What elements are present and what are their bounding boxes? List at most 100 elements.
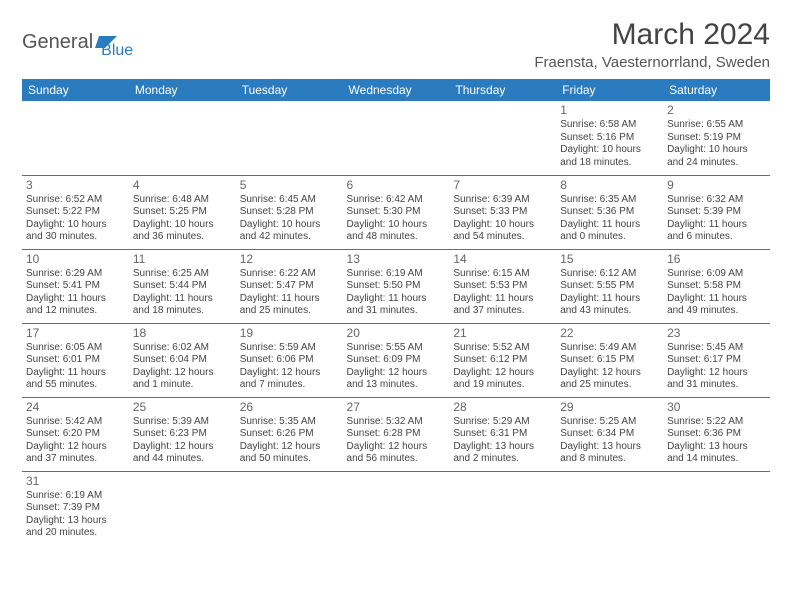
daylight-line: Daylight: 10 hours and 24 minutes. <box>667 144 766 169</box>
sunset-line: Sunset: 6:17 PM <box>667 354 766 367</box>
calendar-cell: 1Sunrise: 6:58 AMSunset: 5:16 PMDaylight… <box>556 101 663 175</box>
calendar-cell <box>236 471 343 545</box>
sunrise-line: Sunrise: 6:45 AM <box>240 194 339 207</box>
sunrise-line: Sunrise: 6:19 AM <box>26 490 125 503</box>
calendar-cell: 9Sunrise: 6:32 AMSunset: 5:39 PMDaylight… <box>663 175 770 249</box>
sunrise-line: Sunrise: 5:55 AM <box>347 342 446 355</box>
day-number: 10 <box>26 252 125 267</box>
calendar-cell: 7Sunrise: 6:39 AMSunset: 5:33 PMDaylight… <box>449 175 556 249</box>
calendar-row: 3Sunrise: 6:52 AMSunset: 5:22 PMDaylight… <box>22 175 770 249</box>
sunset-line: Sunset: 6:31 PM <box>453 428 552 441</box>
sunset-line: Sunset: 5:47 PM <box>240 280 339 293</box>
calendar-body: 1Sunrise: 6:58 AMSunset: 5:16 PMDaylight… <box>22 101 770 545</box>
sunset-line: Sunset: 6:23 PM <box>133 428 232 441</box>
sunset-line: Sunset: 5:53 PM <box>453 280 552 293</box>
daylight-line: Daylight: 12 hours and 13 minutes. <box>347 367 446 392</box>
calendar-cell: 23Sunrise: 5:45 AMSunset: 6:17 PMDayligh… <box>663 323 770 397</box>
sunset-line: Sunset: 6:20 PM <box>26 428 125 441</box>
day-number: 17 <box>26 326 125 341</box>
daylight-line: Daylight: 10 hours and 54 minutes. <box>453 219 552 244</box>
location-label: Fraensta, Vaesternorrland, Sweden <box>534 54 770 71</box>
day-number: 19 <box>240 326 339 341</box>
calendar-cell: 6Sunrise: 6:42 AMSunset: 5:30 PMDaylight… <box>343 175 450 249</box>
sunset-line: Sunset: 6:06 PM <box>240 354 339 367</box>
sunrise-line: Sunrise: 6:19 AM <box>347 268 446 281</box>
calendar-cell: 21Sunrise: 5:52 AMSunset: 6:12 PMDayligh… <box>449 323 556 397</box>
calendar-cell: 3Sunrise: 6:52 AMSunset: 5:22 PMDaylight… <box>22 175 129 249</box>
day-number: 20 <box>347 326 446 341</box>
sunset-line: Sunset: 5:55 PM <box>560 280 659 293</box>
sunrise-line: Sunrise: 5:25 AM <box>560 416 659 429</box>
day-number: 7 <box>453 178 552 193</box>
calendar-cell <box>343 101 450 175</box>
day-number: 26 <box>240 400 339 415</box>
daylight-line: Daylight: 10 hours and 30 minutes. <box>26 219 125 244</box>
sunrise-line: Sunrise: 6:29 AM <box>26 268 125 281</box>
calendar-cell: 20Sunrise: 5:55 AMSunset: 6:09 PMDayligh… <box>343 323 450 397</box>
sunrise-line: Sunrise: 5:22 AM <box>667 416 766 429</box>
calendar-cell <box>663 471 770 545</box>
sunset-line: Sunset: 6:28 PM <box>347 428 446 441</box>
daylight-line: Daylight: 11 hours and 12 minutes. <box>26 293 125 318</box>
sunrise-line: Sunrise: 6:02 AM <box>133 342 232 355</box>
title-block: March 2024 Fraensta, Vaesternorrland, Sw… <box>534 18 770 71</box>
sunset-line: Sunset: 5:19 PM <box>667 132 766 145</box>
calendar-cell: 13Sunrise: 6:19 AMSunset: 5:50 PMDayligh… <box>343 249 450 323</box>
sunrise-line: Sunrise: 6:05 AM <box>26 342 125 355</box>
sunset-line: Sunset: 5:22 PM <box>26 206 125 219</box>
calendar-cell: 16Sunrise: 6:09 AMSunset: 5:58 PMDayligh… <box>663 249 770 323</box>
sunrise-line: Sunrise: 5:49 AM <box>560 342 659 355</box>
sunset-line: Sunset: 5:39 PM <box>667 206 766 219</box>
day-number: 13 <box>347 252 446 267</box>
daylight-line: Daylight: 12 hours and 56 minutes. <box>347 441 446 466</box>
calendar-cell <box>343 471 450 545</box>
calendar-table: SundayMondayTuesdayWednesdayThursdayFrid… <box>22 79 770 545</box>
daylight-line: Daylight: 11 hours and 31 minutes. <box>347 293 446 318</box>
header: General Blue March 2024 Fraensta, Vaeste… <box>22 18 770 71</box>
weekday-header: Wednesday <box>343 79 450 101</box>
daylight-line: Daylight: 11 hours and 49 minutes. <box>667 293 766 318</box>
day-number: 11 <box>133 252 232 267</box>
day-number: 29 <box>560 400 659 415</box>
weekday-header: Tuesday <box>236 79 343 101</box>
daylight-line: Daylight: 11 hours and 6 minutes. <box>667 219 766 244</box>
calendar-cell: 14Sunrise: 6:15 AMSunset: 5:53 PMDayligh… <box>449 249 556 323</box>
logo-text-blue: Blue <box>101 42 133 60</box>
daylight-line: Daylight: 12 hours and 25 minutes. <box>560 367 659 392</box>
daylight-line: Daylight: 12 hours and 50 minutes. <box>240 441 339 466</box>
daylight-line: Daylight: 11 hours and 43 minutes. <box>560 293 659 318</box>
day-number: 22 <box>560 326 659 341</box>
calendar-cell: 15Sunrise: 6:12 AMSunset: 5:55 PMDayligh… <box>556 249 663 323</box>
calendar-cell <box>236 101 343 175</box>
sunset-line: Sunset: 6:15 PM <box>560 354 659 367</box>
sunrise-line: Sunrise: 5:52 AM <box>453 342 552 355</box>
weekday-header: Monday <box>129 79 236 101</box>
calendar-cell: 10Sunrise: 6:29 AMSunset: 5:41 PMDayligh… <box>22 249 129 323</box>
daylight-line: Daylight: 12 hours and 31 minutes. <box>667 367 766 392</box>
day-number: 16 <box>667 252 766 267</box>
sunrise-line: Sunrise: 6:52 AM <box>26 194 125 207</box>
daylight-line: Daylight: 12 hours and 7 minutes. <box>240 367 339 392</box>
calendar-cell <box>129 101 236 175</box>
calendar-cell <box>449 471 556 545</box>
calendar-cell: 28Sunrise: 5:29 AMSunset: 6:31 PMDayligh… <box>449 397 556 471</box>
sunset-line: Sunset: 5:58 PM <box>667 280 766 293</box>
sunrise-line: Sunrise: 6:32 AM <box>667 194 766 207</box>
sunrise-line: Sunrise: 6:25 AM <box>133 268 232 281</box>
weekday-header: Sunday <box>22 79 129 101</box>
day-number: 31 <box>26 474 125 489</box>
day-number: 23 <box>667 326 766 341</box>
calendar-cell: 11Sunrise: 6:25 AMSunset: 5:44 PMDayligh… <box>129 249 236 323</box>
calendar-row: 1Sunrise: 6:58 AMSunset: 5:16 PMDaylight… <box>22 101 770 175</box>
day-number: 18 <box>133 326 232 341</box>
sunset-line: Sunset: 5:25 PM <box>133 206 232 219</box>
day-number: 24 <box>26 400 125 415</box>
sunrise-line: Sunrise: 5:42 AM <box>26 416 125 429</box>
sunset-line: Sunset: 6:09 PM <box>347 354 446 367</box>
sunset-line: Sunset: 6:26 PM <box>240 428 339 441</box>
calendar-row: 31Sunrise: 6:19 AMSunset: 7:39 PMDayligh… <box>22 471 770 545</box>
calendar-cell: 12Sunrise: 6:22 AMSunset: 5:47 PMDayligh… <box>236 249 343 323</box>
calendar-cell: 30Sunrise: 5:22 AMSunset: 6:36 PMDayligh… <box>663 397 770 471</box>
calendar-cell: 25Sunrise: 5:39 AMSunset: 6:23 PMDayligh… <box>129 397 236 471</box>
calendar-cell: 24Sunrise: 5:42 AMSunset: 6:20 PMDayligh… <box>22 397 129 471</box>
